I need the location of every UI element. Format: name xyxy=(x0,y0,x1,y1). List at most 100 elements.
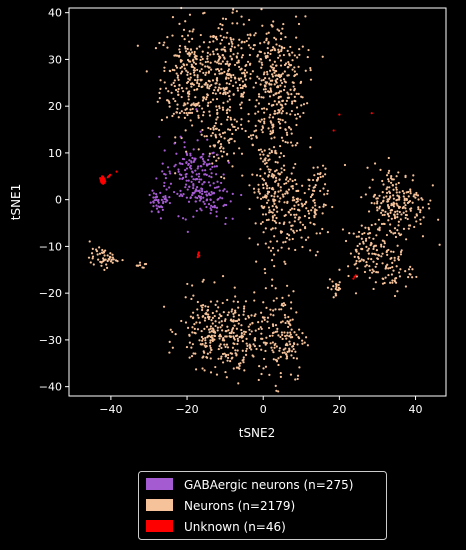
point-neurons xyxy=(403,201,406,205)
point-neurons xyxy=(276,240,279,243)
point-neurons xyxy=(398,206,401,210)
point-gabaergic xyxy=(219,196,222,199)
point-neurons xyxy=(253,34,256,37)
point-gabaergic xyxy=(192,148,195,151)
point-neurons xyxy=(301,184,304,187)
point-neurons xyxy=(232,152,236,155)
point-neurons xyxy=(279,144,282,148)
point-gabaergic xyxy=(211,205,215,209)
point-neurons xyxy=(109,252,112,255)
point-neurons xyxy=(267,206,271,209)
point-neurons xyxy=(295,229,298,232)
point-neurons xyxy=(243,72,246,75)
point-neurons xyxy=(411,276,414,279)
point-neurons xyxy=(396,213,399,216)
point-gabaergic xyxy=(209,168,212,171)
point-neurons xyxy=(280,331,283,334)
point-neurons xyxy=(282,78,286,81)
point-neurons xyxy=(357,252,360,255)
point-neurons xyxy=(261,196,265,199)
point-neurons xyxy=(269,342,272,345)
point-neurons xyxy=(294,113,297,116)
point-gabaergic xyxy=(165,188,168,191)
point-gabaergic xyxy=(194,157,197,160)
point-neurons xyxy=(395,191,398,194)
point-neurons xyxy=(178,111,182,115)
point-neurons xyxy=(261,220,264,224)
point-neurons xyxy=(268,148,271,151)
point-neurons xyxy=(207,126,210,130)
point-neurons xyxy=(233,286,236,289)
point-neurons xyxy=(260,327,263,331)
point-neurons xyxy=(195,47,199,50)
point-neurons xyxy=(213,334,217,338)
point-neurons xyxy=(237,318,241,322)
point-neurons xyxy=(372,260,375,263)
point-neurons xyxy=(274,199,277,202)
point-neurons xyxy=(260,96,263,99)
y-tick-label: 40 xyxy=(48,7,62,20)
point-neurons xyxy=(267,175,270,178)
y-axis-label: tSNE1 xyxy=(9,184,23,221)
point-neurons xyxy=(191,107,194,111)
point-neurons xyxy=(174,54,177,57)
point-neurons xyxy=(270,83,273,86)
point-neurons xyxy=(230,318,233,321)
point-neurons xyxy=(240,335,243,338)
point-neurons xyxy=(397,181,400,185)
point-neurons xyxy=(240,15,243,18)
point-neurons xyxy=(211,337,214,340)
point-gabaergic xyxy=(208,155,211,158)
point-neurons xyxy=(247,325,250,328)
point-neurons xyxy=(168,105,171,108)
point-neurons xyxy=(242,358,245,361)
point-neurons xyxy=(374,253,377,256)
point-neurons xyxy=(272,358,275,361)
point-gabaergic xyxy=(181,217,185,220)
point-neurons xyxy=(226,359,229,362)
point-neurons xyxy=(409,209,412,212)
point-neurons xyxy=(209,145,212,148)
point-neurons xyxy=(197,101,200,104)
point-neurons xyxy=(176,76,179,79)
point-neurons xyxy=(263,357,266,361)
point-neurons xyxy=(415,220,418,223)
point-neurons xyxy=(181,35,184,38)
point-neurons xyxy=(259,153,262,156)
point-neurons xyxy=(272,66,276,70)
point-neurons xyxy=(266,73,269,76)
point-neurons xyxy=(267,154,270,157)
point-neurons xyxy=(371,268,374,271)
point-neurons xyxy=(215,97,219,101)
point-neurons xyxy=(225,111,229,115)
point-gabaergic xyxy=(202,200,205,203)
point-neurons xyxy=(278,29,281,32)
point-gabaergic xyxy=(174,163,177,166)
point-neurons xyxy=(196,75,199,79)
point-neurons xyxy=(209,53,212,56)
point-neurons xyxy=(295,189,298,193)
point-neurons xyxy=(186,52,189,55)
point-neurons xyxy=(287,96,291,99)
point-neurons xyxy=(295,357,299,360)
point-neurons xyxy=(251,321,254,325)
point-neurons xyxy=(295,201,298,204)
point-neurons xyxy=(365,237,368,241)
point-neurons xyxy=(298,48,301,51)
point-neurons xyxy=(243,333,246,336)
point-neurons xyxy=(337,283,340,287)
point-neurons xyxy=(227,311,230,314)
point-neurons xyxy=(280,246,283,249)
point-neurons xyxy=(231,42,234,45)
point-neurons xyxy=(285,236,288,240)
point-neurons xyxy=(222,150,225,154)
point-neurons xyxy=(377,218,380,221)
point-neurons xyxy=(321,212,324,215)
point-neurons xyxy=(285,99,288,102)
point-neurons xyxy=(281,337,284,341)
point-neurons xyxy=(210,68,213,71)
point-neurons xyxy=(195,102,198,106)
point-neurons xyxy=(213,338,216,341)
point-neurons xyxy=(298,366,301,369)
point-neurons xyxy=(250,314,253,317)
